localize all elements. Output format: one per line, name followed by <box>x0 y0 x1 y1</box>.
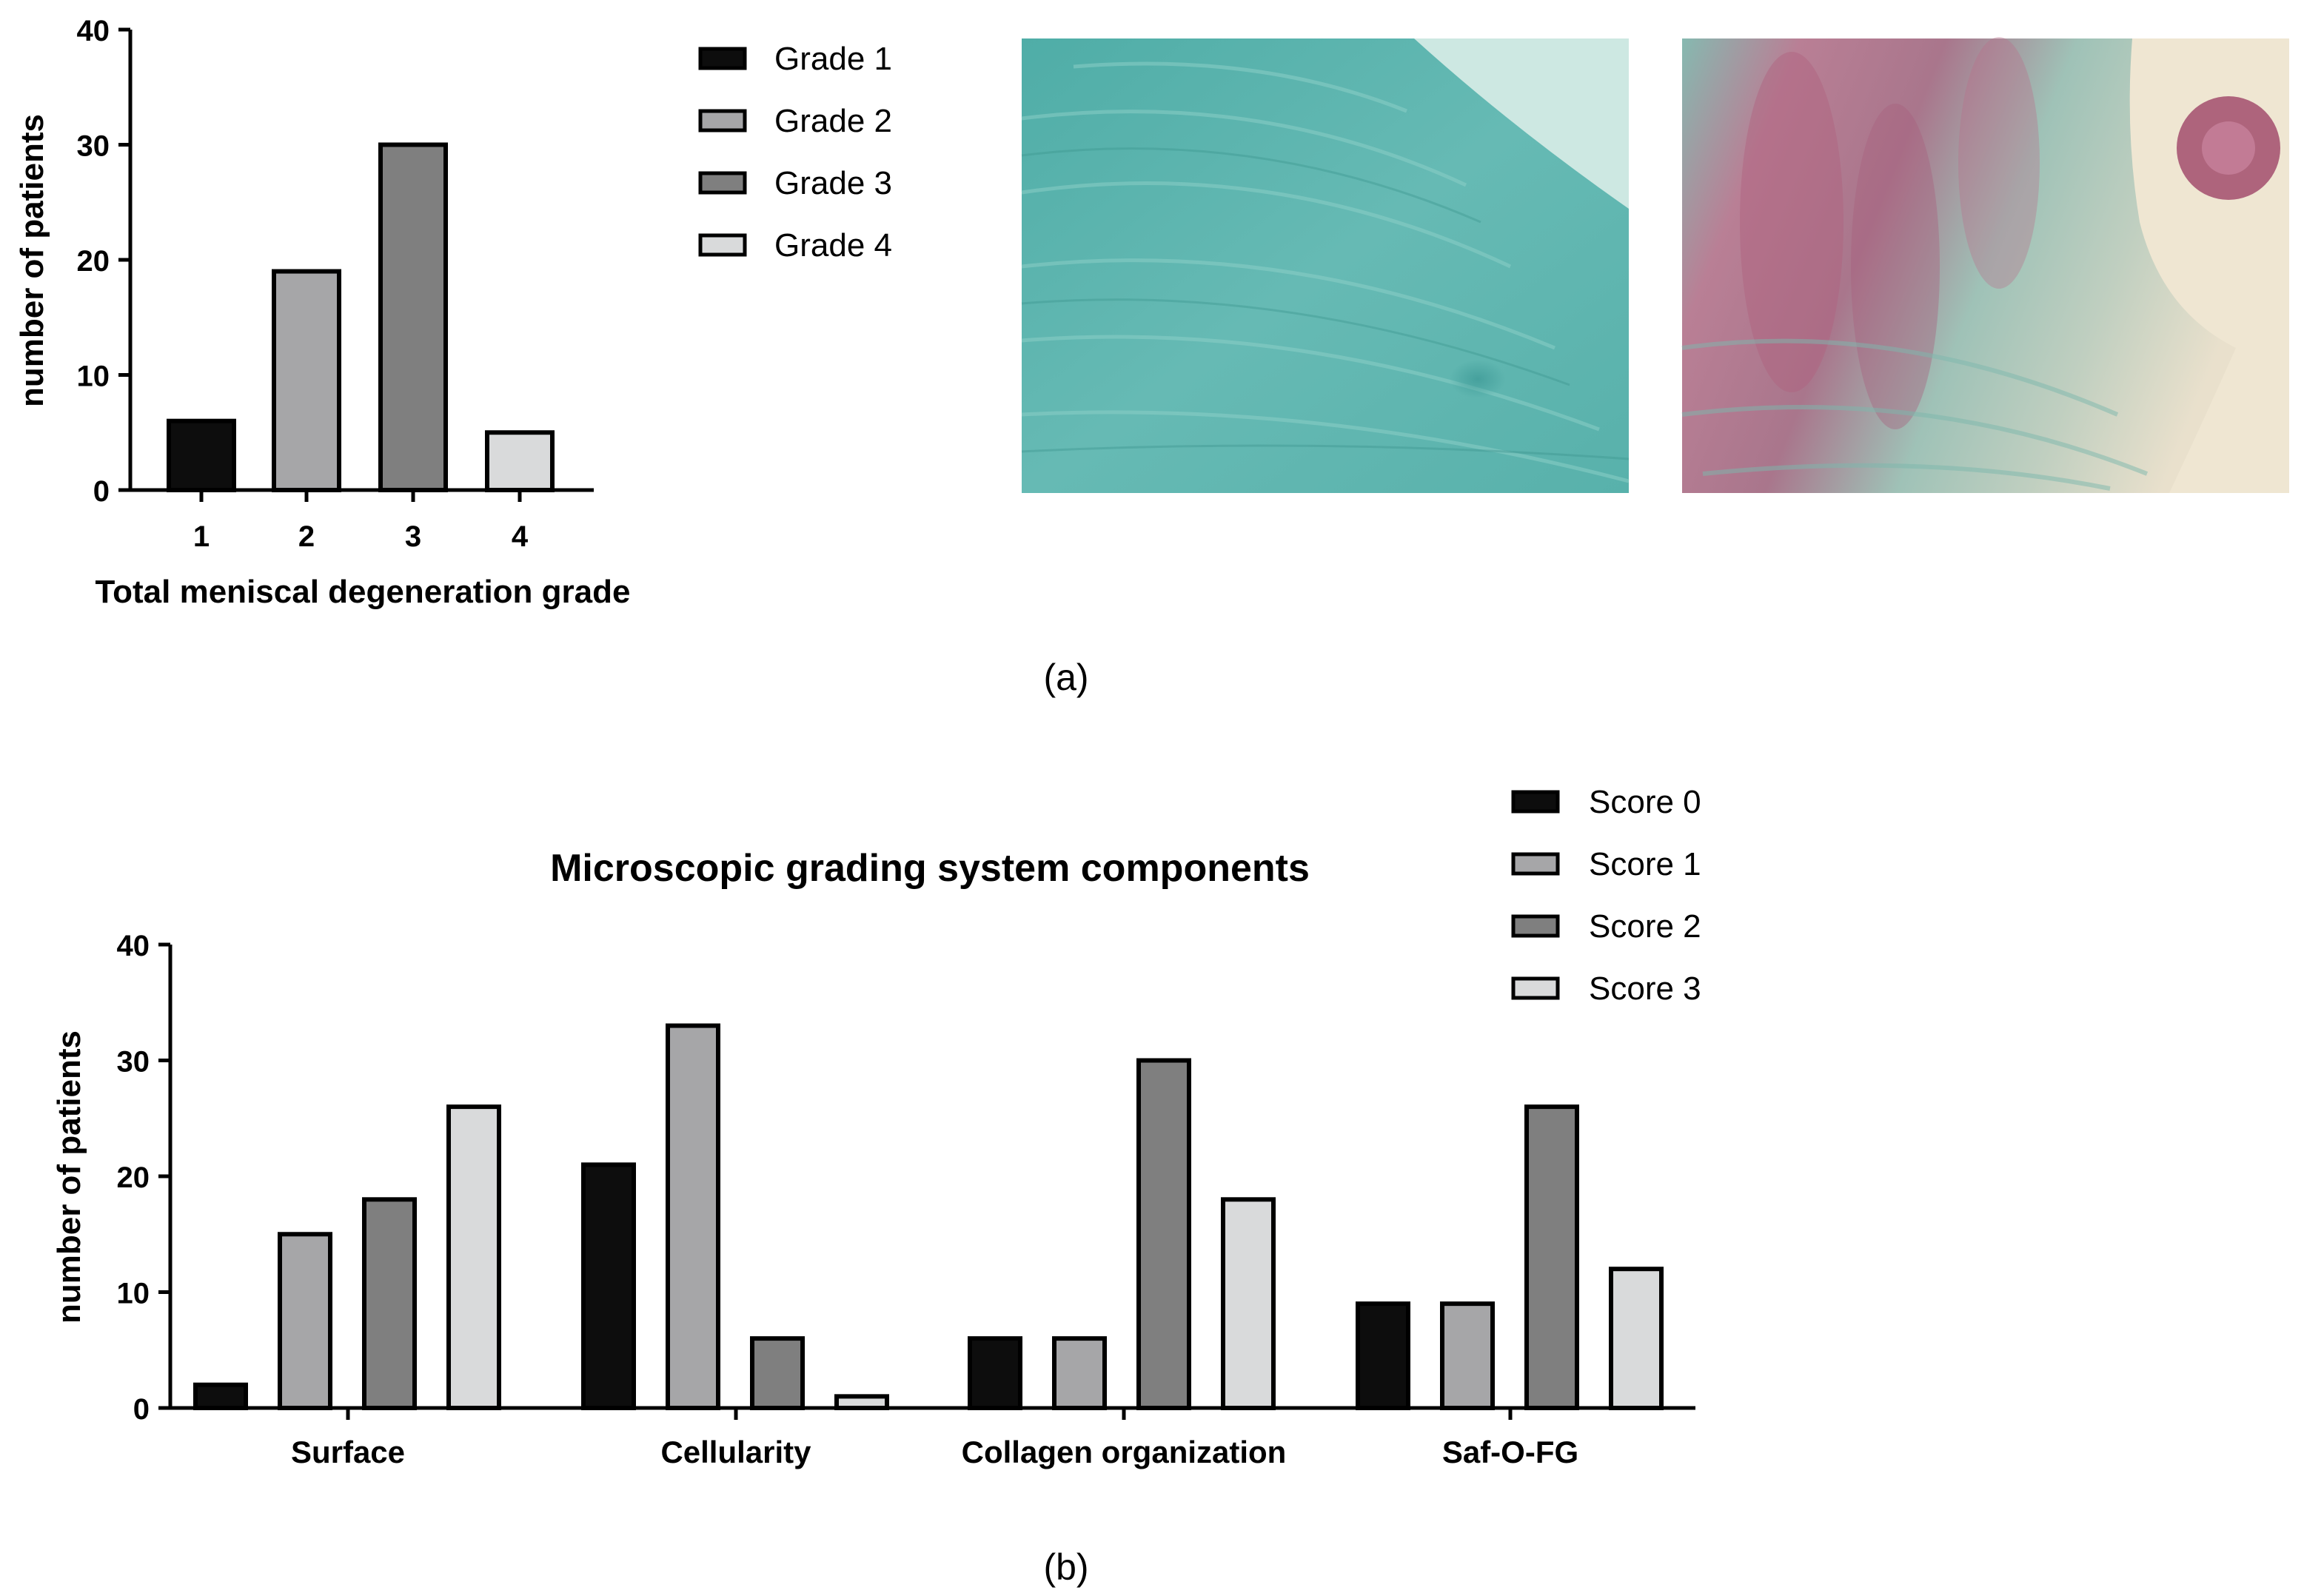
grade-chart-y-axis-title: number of patients <box>14 114 50 407</box>
component-bar <box>278 1232 332 1410</box>
component-bar <box>581 1162 636 1410</box>
histology-image-green <box>1021 38 1630 493</box>
components-chart-y-axis-title: number of patients <box>51 1030 87 1324</box>
grade-chart-y-ticks: 0 10 20 30 40 <box>77 15 130 508</box>
components-chart-title: Microscopic grading system components <box>550 847 1310 890</box>
grade-bar-4 <box>485 430 555 492</box>
component-x-tick-label: Surface <box>291 1435 405 1469</box>
component-bar <box>446 1104 501 1410</box>
component-bar <box>968 1336 1022 1410</box>
histology-image-red <box>1681 37 2289 493</box>
grade-y-tick-label: 20 <box>77 245 110 278</box>
grade-legend-swatch <box>698 109 747 133</box>
grade-bar-3 <box>378 142 448 492</box>
component-y-tick-label: 30 <box>117 1046 150 1079</box>
grade-legend-swatch <box>698 47 747 70</box>
component-y-tick-label: 20 <box>117 1161 150 1194</box>
components-chart-y-ticks: 0 10 20 30 40 <box>117 930 170 1426</box>
grade-chart-x-axis-title: Total meniscal degeneration grade <box>96 574 631 610</box>
grade-y-tick-label: 40 <box>77 15 110 47</box>
component-legend-label: Score 3 <box>1589 970 1701 1007</box>
grade-legend-label: Grade 2 <box>774 103 892 139</box>
component-legend-swatch <box>1511 976 1560 1000</box>
panel-label-a: (a) <box>1043 657 1088 698</box>
component-y-tick-label: 10 <box>117 1278 150 1310</box>
grade-x-tick-label: 2 <box>298 520 315 553</box>
component-bar <box>750 1336 805 1410</box>
grade-y-tick-label: 10 <box>77 361 110 393</box>
grade-legend-swatch <box>698 233 747 257</box>
component-bar <box>1356 1301 1410 1411</box>
grade-chart-bars <box>167 142 555 493</box>
component-bar <box>193 1382 248 1410</box>
component-bar <box>1221 1197 1276 1411</box>
component-bar <box>1052 1336 1107 1410</box>
component-legend-label: Score 0 <box>1589 784 1701 820</box>
component-x-tick-label: Collagen organization <box>962 1435 1287 1469</box>
component-bar <box>666 1023 720 1411</box>
grade-chart: 0 10 20 30 40 1 2 3 4 number of patients Total … <box>14 15 892 610</box>
component-legend-label: Score 1 <box>1589 846 1701 882</box>
components-chart-legend: Score 0 Score 1 Score 2 Score 3 <box>1511 784 1701 1007</box>
component-legend-swatch <box>1511 790 1560 814</box>
component-bar <box>1440 1301 1495 1411</box>
grade-chart-x-ticks: 1 2 3 4 <box>193 490 529 553</box>
component-x-tick-label: Saf-O-FG <box>1442 1435 1578 1469</box>
panel-label-b: (b) <box>1043 1546 1088 1588</box>
component-y-tick-label: 0 <box>133 1393 150 1426</box>
grade-legend-label: Grade 1 <box>774 41 892 77</box>
grade-y-tick-label: 30 <box>77 130 110 163</box>
grade-x-tick-label: 4 <box>512 520 529 553</box>
grade-y-tick-label: 0 <box>93 475 110 508</box>
grade-legend-swatch <box>698 171 747 195</box>
grade-x-tick-label: 1 <box>193 520 210 553</box>
component-legend-label: Score 2 <box>1589 908 1701 945</box>
grade-x-tick-label: 3 <box>405 520 421 553</box>
component-bar <box>1136 1058 1191 1410</box>
grade-chart-legend: Grade 1 Grade 2 Grade 3 Grade 4 <box>698 41 892 264</box>
component-legend-swatch <box>1511 852 1560 876</box>
components-chart-x-ticks: Surface Cellularity Collagen organization S… <box>291 1408 1578 1469</box>
grade-legend-label: Grade 3 <box>774 165 892 201</box>
component-bar <box>362 1197 417 1411</box>
grade-bar-2 <box>272 269 341 492</box>
component-y-tick-label: 40 <box>117 930 150 962</box>
component-bar <box>1524 1104 1579 1410</box>
component-bar <box>1609 1267 1664 1410</box>
grade-legend-label: Grade 4 <box>774 227 892 264</box>
grade-bar-1 <box>167 418 236 493</box>
components-chart: Microscopic grading system components 0 1… <box>51 784 1701 1469</box>
component-legend-swatch <box>1511 914 1560 938</box>
components-chart-bars <box>193 1023 1664 1411</box>
component-x-tick-label: Cellularity <box>660 1435 811 1469</box>
